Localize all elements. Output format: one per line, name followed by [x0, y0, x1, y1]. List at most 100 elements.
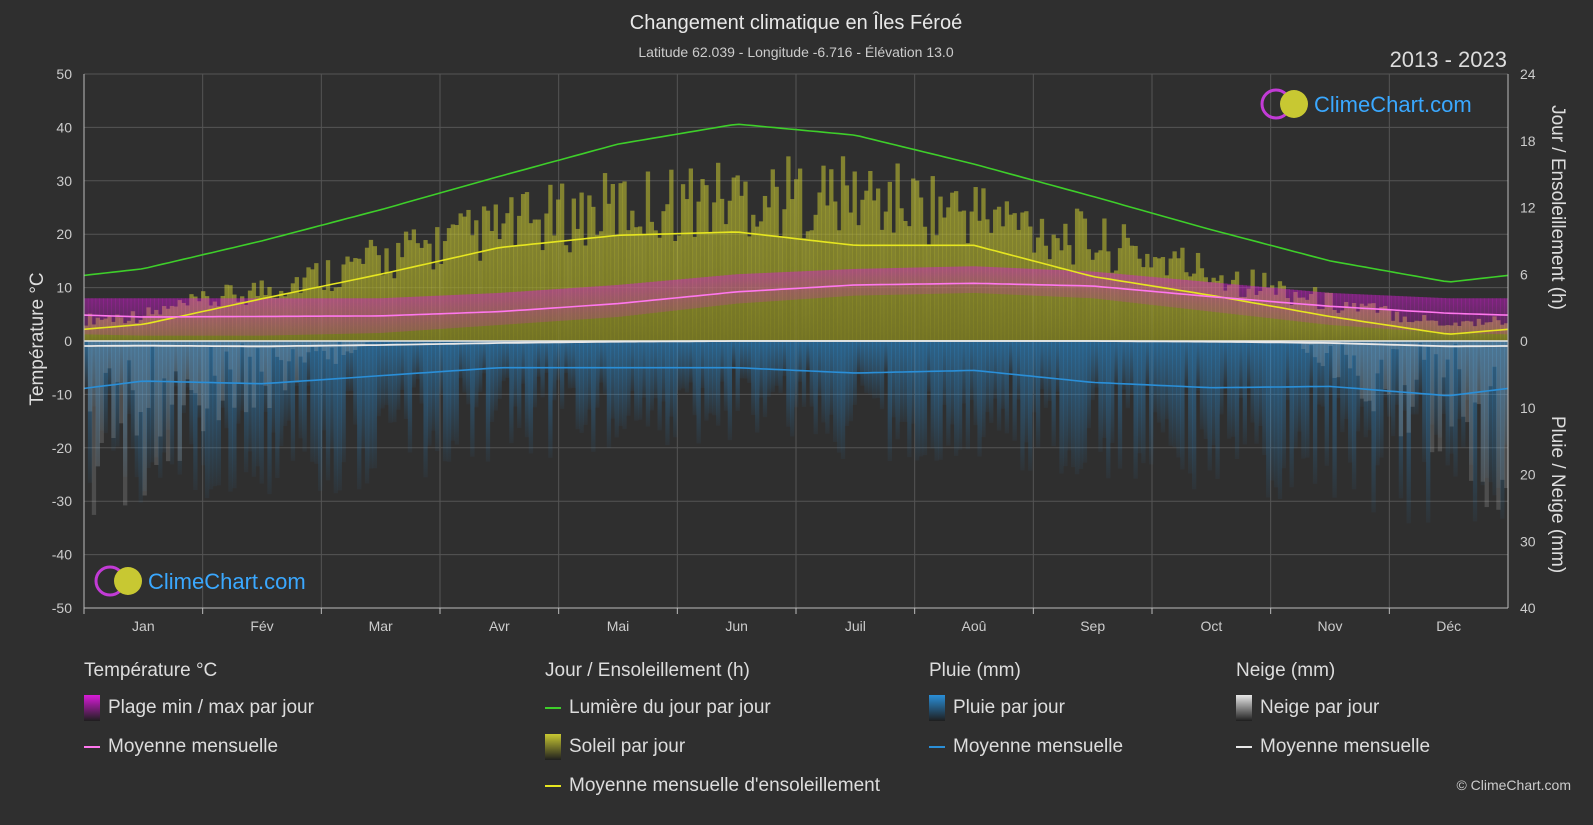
sunshine-day-bar — [1336, 312, 1341, 341]
rain-day-bar — [1398, 341, 1404, 499]
rain-day-bar — [673, 341, 678, 438]
rain-day-bar — [899, 341, 904, 422]
temp-range-day-bar — [1028, 268, 1033, 296]
sunshine-day-bar — [973, 187, 978, 341]
sunshine-day-bar — [622, 181, 627, 341]
rain-day-bar — [220, 341, 225, 408]
snow-day-bar — [236, 341, 241, 384]
sunshine-day-bar — [1445, 325, 1450, 341]
temp-range-day-bar — [1480, 298, 1485, 334]
temp-range-day-bar — [630, 283, 635, 316]
rain-day-bar — [903, 341, 908, 422]
rain-day-bar — [751, 341, 756, 415]
snow-day-bar — [333, 341, 338, 364]
rain-day-bar — [302, 341, 307, 452]
sunshine-day-bar — [817, 192, 822, 341]
rain-day-bar — [1160, 341, 1166, 433]
snow-day-bar — [111, 341, 116, 439]
rain-day-bar — [1258, 341, 1263, 426]
temp-range-day-bar — [825, 270, 830, 298]
temp-range-day-bar — [1270, 287, 1275, 319]
temp-range-day-bar — [1301, 290, 1306, 322]
sunshine-day-bar — [419, 247, 424, 341]
rain-day-bar — [1051, 341, 1056, 447]
sunshine-day-bar — [454, 225, 459, 341]
legend-item: Soleil par jour — [545, 734, 880, 760]
rain-day-bar — [634, 341, 639, 421]
rain-day-bar — [817, 341, 822, 396]
temp-range-day-bar — [509, 292, 514, 325]
rain-day-bar — [138, 341, 143, 503]
temp-range-day-bar — [411, 296, 417, 331]
temp-range-day-bar — [914, 267, 920, 295]
temp-range-day-bar — [911, 267, 916, 295]
sunshine-day-bar — [868, 171, 873, 341]
temp-range-day-bar — [1035, 269, 1041, 296]
rain-day-bar — [661, 341, 666, 402]
rain-day-bar — [165, 341, 171, 430]
snow-day-bar — [130, 341, 136, 391]
legend-swatch — [1236, 746, 1252, 748]
snow-day-bar — [271, 341, 276, 349]
rain-day-bar — [91, 341, 97, 407]
rain-day-bar — [864, 341, 869, 394]
sunshine-day-bar — [364, 247, 370, 341]
rain-day-bar — [509, 341, 514, 444]
left-tick-label: -30 — [52, 493, 72, 509]
sunshine-day-bar — [735, 175, 740, 341]
rain-day-bar — [87, 341, 93, 483]
temp-range-day-bar — [735, 274, 740, 304]
rain-day-bar — [1301, 341, 1306, 459]
rain-day-bar — [431, 341, 436, 431]
snow-day-bar — [173, 341, 179, 372]
plot-marks — [84, 123, 1508, 524]
temp-range-day-bar — [1453, 298, 1458, 334]
temp-range-day-bar — [844, 269, 850, 297]
rain-day-bar — [173, 341, 179, 387]
temp-range-day-bar — [957, 266, 963, 294]
rain-day-bar — [1110, 341, 1115, 443]
sunshine-day-bar — [1410, 322, 1415, 341]
rain-day-bar — [1500, 341, 1505, 519]
rain-day-bar — [466, 341, 471, 405]
rain-day-bar — [470, 341, 475, 457]
rain-day-bar — [1332, 341, 1337, 498]
rain-day-bar — [1266, 341, 1271, 498]
temp-range-day-bar — [1254, 286, 1259, 317]
temp-range-day-bar — [833, 269, 838, 297]
rain-day-bar — [981, 341, 986, 438]
legend-item-label: Moyenne mensuelle — [953, 736, 1124, 757]
snow-day-bar — [298, 341, 303, 357]
temp-range-day-bar — [719, 275, 725, 306]
sunshine-day-bar — [411, 229, 417, 341]
sunshine-day-bar — [696, 201, 701, 341]
brand-bottom: ClimeChart.com — [148, 569, 306, 594]
temp-range-day-bar — [552, 289, 557, 322]
rain-day-bar — [669, 341, 674, 417]
temp-range-day-bar — [875, 268, 881, 296]
temp-range-day-bar — [977, 266, 982, 294]
temp-range-day-bar — [950, 266, 955, 294]
snow-day-bar — [1387, 341, 1392, 395]
copyright: © ClimeChart.com — [1456, 777, 1571, 793]
snow-day-bar — [1348, 341, 1353, 369]
sunshine-day-bar — [559, 183, 565, 341]
rain-day-bar — [497, 341, 502, 399]
sunshine-day-bar — [1289, 304, 1294, 341]
rain-day-bar — [528, 341, 534, 454]
right-bottom-tick-label: 20 — [1520, 467, 1536, 483]
temp-range-day-bar — [774, 272, 779, 301]
rain-day-bar — [1172, 341, 1177, 447]
rain-day-bar — [1028, 341, 1033, 471]
rain-day-bar — [1457, 341, 1462, 420]
temp-range-day-bar — [91, 298, 97, 335]
temp-range-day-bar — [1406, 296, 1411, 331]
chart-title: Changement climatique en Îles Féroé — [630, 11, 962, 34]
temp-range-day-bar — [677, 279, 682, 311]
rain-day-bar — [286, 341, 292, 421]
sunshine-day-bar — [774, 186, 779, 341]
rain-day-bar — [314, 341, 319, 464]
snow-day-bar — [360, 341, 366, 345]
snow-day-bar — [1316, 341, 1322, 363]
temp-range-day-bar — [993, 267, 998, 294]
